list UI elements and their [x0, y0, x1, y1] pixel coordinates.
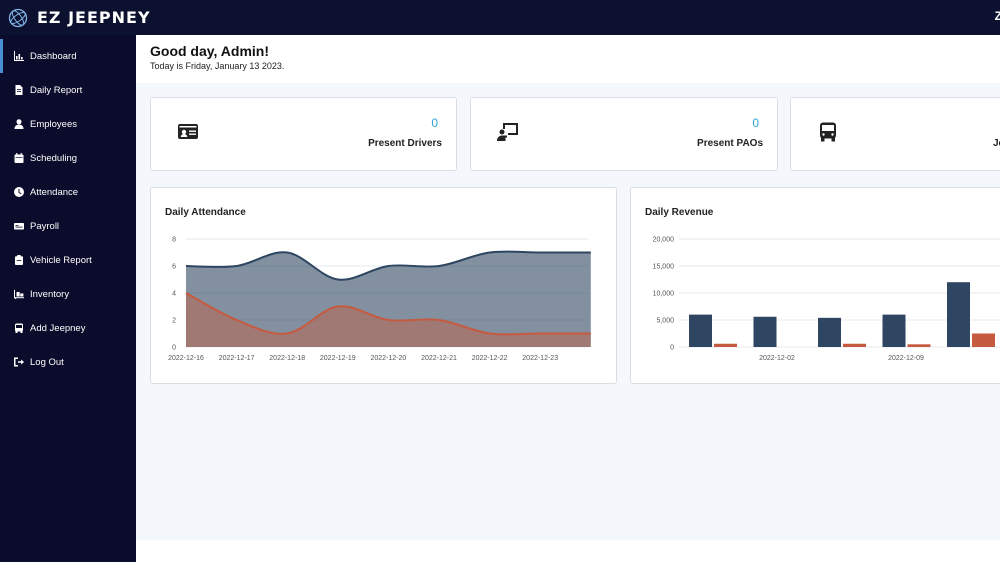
- series-area-0: [186, 251, 591, 347]
- sidebar-item-label: Dashboard: [30, 50, 77, 62]
- stat-card-paos: 0 Present PAOs: [470, 97, 778, 171]
- chalkboard-user-icon: [497, 122, 519, 142]
- date-subtitle: Today is Friday, January 13 2023.: [150, 61, 285, 71]
- bar: [714, 343, 737, 347]
- dolly-icon: [14, 289, 24, 299]
- y-tick-label: 20,000: [653, 237, 675, 244]
- x-tick-label: 2022-12-19: [320, 355, 356, 362]
- sidebar-item-vehicle-report[interactable]: Vehicle Report: [0, 243, 136, 277]
- revenue-chart-card: Daily Revenue 0 5,000 10,000 15,000 20,000 20…: [630, 187, 1000, 384]
- y-tick-label: 15,000: [653, 264, 675, 271]
- user-icon: [14, 119, 24, 129]
- sidebar-item-employees[interactable]: Employees: [0, 107, 136, 141]
- chart-title: Daily Attendance: [165, 207, 246, 218]
- sidebar-item-label: Log Out: [30, 356, 64, 368]
- money-icon: [14, 221, 24, 231]
- globe-logo-icon: [8, 8, 28, 27]
- x-tick-label: 2022-12-02: [759, 355, 795, 362]
- sidebar-item-daily-report[interactable]: Daily Report: [0, 73, 136, 107]
- y-tick-label: 0: [670, 345, 674, 352]
- x-tick-label: 2022-12-09: [888, 355, 924, 362]
- bar: [972, 333, 995, 347]
- bar: [947, 282, 970, 347]
- bar: [882, 314, 906, 347]
- sidebar: Dashboard Daily Report Employees Schedul…: [0, 35, 136, 562]
- file-icon: [14, 85, 24, 95]
- sidebar-item-scheduling[interactable]: Scheduling: [0, 141, 136, 175]
- x-tick-label: 2022-12-20: [370, 355, 406, 362]
- footer: [136, 540, 1000, 562]
- sidebar-item-label: Scheduling: [30, 152, 78, 164]
- bus-icon: [817, 122, 839, 142]
- bar: [689, 314, 712, 347]
- page-title: Good day, Admin!: [150, 43, 269, 59]
- sidebar-item-label: Employees: [30, 118, 77, 130]
- x-tick-label: 2022-12-17: [219, 355, 255, 362]
- bar: [818, 317, 841, 347]
- sidebar-item-label: Inventory: [30, 288, 70, 300]
- stat-label: Je: [993, 138, 1000, 149]
- attendance-chart-card: Daily Attendance 0 2 4 6 8 2022-12-16 2022-12-…: [150, 187, 617, 384]
- stat-card-jeepneys: Je: [790, 97, 1000, 171]
- x-tick-label: 2022-12-21: [421, 355, 457, 362]
- stat-label: Present PAOs: [697, 138, 763, 149]
- sign-out-icon: [14, 357, 24, 367]
- stat-card-drivers: 0 Present Drivers: [150, 97, 457, 171]
- chart-bar-icon: [14, 51, 24, 61]
- calendar-icon: [14, 153, 24, 163]
- top-navbar: EZ JEEPNEY Z: [0, 0, 1000, 35]
- series-line-0: [185, 250, 591, 281]
- stat-value: 0: [752, 116, 759, 130]
- bar: [753, 316, 777, 347]
- user-menu-label[interactable]: Z: [994, 9, 1000, 23]
- chart-title: Daily Revenue: [645, 207, 714, 218]
- greeting-header: Good day, Admin! Today is Friday, Januar…: [136, 35, 1000, 83]
- sidebar-item-label: Payroll: [30, 220, 60, 232]
- sidebar-item-label: Add Jeepney: [30, 322, 86, 334]
- bar: [907, 344, 931, 347]
- x-tick-label: 2022-12-16: [168, 355, 204, 362]
- y-tick-label: 8: [172, 237, 176, 244]
- clock-icon: [14, 187, 24, 197]
- sidebar-item-dashboard[interactable]: Dashboard: [0, 39, 136, 73]
- series-line-1: [185, 292, 591, 336]
- y-tick-label: 0: [172, 345, 176, 352]
- sidebar-item-attendance[interactable]: Attendance: [0, 175, 136, 209]
- bar: [843, 343, 866, 347]
- sidebar-item-label: Daily Report: [30, 84, 83, 96]
- x-tick-label: 2022-12-22: [472, 355, 508, 362]
- clipboard-icon: [14, 255, 24, 265]
- sidebar-item-log-out[interactable]: Log Out: [0, 345, 136, 379]
- x-tick-label: 2022-12-23: [522, 355, 558, 362]
- sidebar-item-inventory[interactable]: Inventory: [0, 277, 136, 311]
- brand[interactable]: EZ JEEPNEY: [0, 8, 151, 28]
- brand-name: EZ JEEPNEY: [37, 8, 151, 27]
- bus-icon: [14, 323, 24, 333]
- stat-label: Present Drivers: [368, 138, 442, 149]
- sidebar-item-add-jeepney[interactable]: Add Jeepney: [0, 311, 136, 345]
- x-tick-label: 2022-12-18: [269, 355, 305, 362]
- id-card-icon: [177, 122, 199, 142]
- y-tick-label: 4: [172, 291, 176, 298]
- sidebar-item-payroll[interactable]: Payroll: [0, 209, 136, 243]
- y-tick-label: 5,000: [656, 318, 674, 325]
- y-tick-label: 2: [172, 318, 176, 325]
- main-content: Good day, Admin! Today is Friday, Januar…: [136, 35, 1000, 562]
- sidebar-item-label: Attendance: [30, 186, 79, 198]
- stat-value: 0: [431, 116, 438, 130]
- sidebar-item-label: Vehicle Report: [30, 254, 92, 266]
- attendance-chart: 0 2 4 6 8 2022-12-16 2022-12-17 2022-12-18 2022-…: [168, 237, 591, 362]
- y-tick-label: 10,000: [653, 291, 675, 298]
- revenue-chart: 0 5,000 10,000 15,000 20,000 2022-12-02 2022-1…: [653, 237, 1000, 362]
- y-tick-label: 6: [172, 264, 176, 271]
